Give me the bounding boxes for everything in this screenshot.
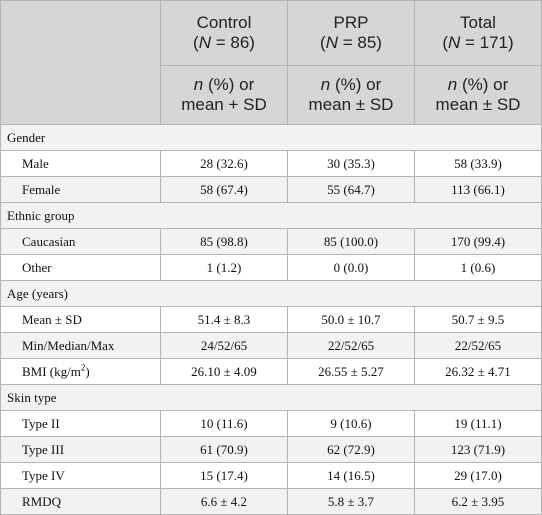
cell-control: 15 (17.4) xyxy=(160,462,288,489)
cell-prp: 62 (72.9) xyxy=(287,436,415,463)
cell-prp: 0 (0.0) xyxy=(287,254,415,281)
cell-total: 1 (0.6) xyxy=(414,254,542,281)
header-prp: PRP (N = 85) xyxy=(287,0,415,66)
table-row: BMI (kg/m2) 26.10 ± 4.09 26.55 ± 5.27 26… xyxy=(0,358,542,385)
row-label: Female xyxy=(0,176,161,203)
cell-control: 58 (67.4) xyxy=(160,176,288,203)
cell-total: 50.7 ± 9.5 xyxy=(414,306,542,333)
row-label: RMDQ xyxy=(0,488,161,515)
row-label: Min/Median/Max xyxy=(0,332,161,359)
header-blank-cell xyxy=(0,0,161,125)
row-label: Other xyxy=(0,254,161,281)
cell-total: 58 (33.9) xyxy=(414,150,542,177)
table-row: RMDQ 6.6 ± 4.2 5.8 ± 3.7 6.2 ± 3.95 xyxy=(0,488,542,515)
stat-label-prp: n (%) or mean ± SD xyxy=(287,65,415,125)
cell-control: 1 (1.2) xyxy=(160,254,288,281)
cell-total: 29 (17.0) xyxy=(414,462,542,489)
row-label: Type II xyxy=(0,410,161,437)
stat-label-total: n (%) or mean ± SD xyxy=(414,65,542,125)
table-row: Male 28 (32.6) 30 (35.3) 58 (33.9) xyxy=(0,150,542,177)
group-name: Control xyxy=(196,13,252,32)
section-row-age: Age (years) xyxy=(0,280,542,307)
row-label: Type III xyxy=(0,436,161,463)
cell-prp: 85 (100.0) xyxy=(287,228,415,255)
cell-control: 51.4 ± 8.3 xyxy=(160,306,288,333)
section-title: Ethnic group xyxy=(0,202,542,229)
row-label: Mean ± SD xyxy=(0,306,161,333)
table-row: Min/Median/Max 24/52/65 22/52/65 22/52/6… xyxy=(0,332,542,359)
cell-prp: 55 (64.7) xyxy=(287,176,415,203)
table-row: Other 1 (1.2) 0 (0.0) 1 (0.6) xyxy=(0,254,542,281)
section-title: Skin type xyxy=(0,384,542,411)
section-row-ethnic: Ethnic group xyxy=(0,202,542,229)
row-label: Male xyxy=(0,150,161,177)
row-label-bmi: BMI (kg/m2) xyxy=(0,358,161,385)
table-row: Mean ± SD 51.4 ± 8.3 50.0 ± 10.7 50.7 ± … xyxy=(0,306,542,333)
cell-prp: 22/52/65 xyxy=(287,332,415,359)
cell-total: 26.32 ± 4.71 xyxy=(414,358,542,385)
cell-total: 123 (71.9) xyxy=(414,436,542,463)
table-row: Type IV 15 (17.4) 14 (16.5) 29 (17.0) xyxy=(0,462,542,489)
cell-prp: 9 (10.6) xyxy=(287,410,415,437)
cell-control: 28 (32.6) xyxy=(160,150,288,177)
cell-prp: 14 (16.5) xyxy=(287,462,415,489)
cell-control: 26.10 ± 4.09 xyxy=(160,358,288,385)
row-label: Type IV xyxy=(0,462,161,489)
stat-label-control: n (%) or mean + SD xyxy=(160,65,288,125)
cell-total: 6.2 ± 3.95 xyxy=(414,488,542,515)
cell-control: 10 (11.6) xyxy=(160,410,288,437)
cell-total: 170 (99.4) xyxy=(414,228,542,255)
cell-prp: 26.55 ± 5.27 xyxy=(287,358,415,385)
table-row: Female 58 (67.4) 55 (64.7) 113 (66.1) xyxy=(0,176,542,203)
cell-total: 22/52/65 xyxy=(414,332,542,359)
cell-total: 19 (11.1) xyxy=(414,410,542,437)
cell-control: 61 (70.9) xyxy=(160,436,288,463)
cell-control: 85 (98.8) xyxy=(160,228,288,255)
row-label: Caucasian xyxy=(0,228,161,255)
cell-total: 113 (66.1) xyxy=(414,176,542,203)
section-title: Gender xyxy=(0,124,542,151)
section-row-gender: Gender xyxy=(0,124,542,151)
section-row-skin: Skin type xyxy=(0,384,542,411)
table-row: Caucasian 85 (98.8) 85 (100.0) 170 (99.4… xyxy=(0,228,542,255)
group-name: PRP xyxy=(333,13,369,32)
cell-control: 6.6 ± 4.2 xyxy=(160,488,288,515)
cell-prp: 5.8 ± 3.7 xyxy=(287,488,415,515)
cell-prp: 30 (35.3) xyxy=(287,150,415,177)
section-title: Age (years) xyxy=(0,280,542,307)
cell-control: 24/52/65 xyxy=(160,332,288,359)
header-total: Total (N = 171) xyxy=(414,0,542,66)
cell-prp: 50.0 ± 10.7 xyxy=(287,306,415,333)
table-header: Control (N = 86) PRP (N = 85) Total (N =… xyxy=(0,0,542,125)
table-row: Type II 10 (11.6) 9 (10.6) 19 (11.1) xyxy=(0,410,542,437)
header-control: Control (N = 86) xyxy=(160,0,288,66)
table-row: Type III 61 (70.9) 62 (72.9) 123 (71.9) xyxy=(0,436,542,463)
group-name: Total xyxy=(460,13,496,32)
